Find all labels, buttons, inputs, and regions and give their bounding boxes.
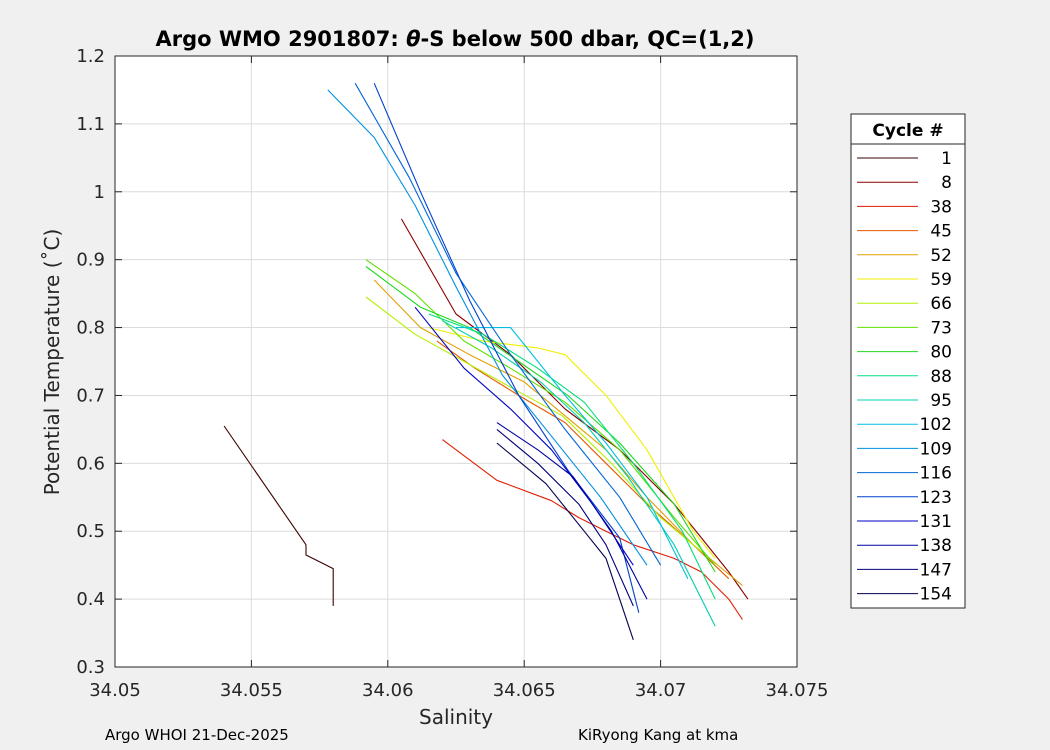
legend-entry-cycle-45: 45 (857, 222, 952, 242)
legend-label: 73 (930, 318, 952, 338)
legend-label: 88 (930, 367, 952, 387)
legend-label: 59 (930, 270, 952, 290)
legend-label: 116 (920, 464, 952, 484)
legend-entry-cycle-95: 95 (857, 391, 952, 411)
legend-items: 1 8 38 45 52 59 66 73 80 88 95 102 109 116 123 131 138 14… (857, 149, 952, 605)
y-tick-label: 1.2 (76, 46, 105, 67)
legend-entry-cycle-73: 73 (857, 318, 952, 338)
x-tick-label: 34.05 (89, 680, 141, 701)
footer-left: Argo WHOI 21-Dec-2025 (105, 726, 289, 744)
legend-label: 123 (920, 488, 952, 508)
legend-entry-cycle-1: 1 (857, 149, 952, 169)
x-axis-label: Salinity (419, 705, 493, 729)
legend-entry-cycle-154: 154 (857, 585, 952, 605)
legend-entry-cycle-109: 109 (857, 439, 952, 459)
plot-area (115, 56, 797, 667)
legend-entry-cycle-66: 66 (857, 294, 952, 314)
legend-entry-cycle-88: 88 (857, 367, 952, 387)
legend-label: 102 (920, 415, 952, 435)
y-tick-label: 0.3 (76, 657, 105, 678)
series-layer (223, 82, 749, 640)
y-tick-label: 1 (94, 182, 105, 203)
x-tick-label: 34.06 (362, 680, 414, 701)
legend-entry-cycle-8: 8 (857, 173, 952, 193)
x-tick-label: 34.075 (766, 680, 829, 701)
series-line-cycle-102 (456, 327, 689, 579)
legend-label: 8 (941, 173, 952, 193)
series-line-cycle-123 (373, 82, 640, 613)
legend-entry-cycle-38: 38 (857, 197, 952, 217)
legend-entry-cycle-59: 59 (857, 270, 952, 290)
legend-label: 45 (930, 222, 952, 242)
legend-label: 109 (920, 439, 952, 459)
y-axis-label: Potential Temperature (˚C) (40, 229, 64, 496)
series-line-cycle-52 (373, 279, 743, 586)
chart-title: Argo WMO 2901807: θ-S below 500 dbar, QC… (155, 27, 754, 51)
y-tick-label: 0.8 (76, 318, 105, 339)
legend-label: 95 (930, 391, 952, 411)
axis-ticks: 34.05 34.055 34.06 34.065 34.07 34.075 0.3 0.4 0… (76, 46, 828, 701)
plot-clip (223, 82, 749, 640)
series-line-cycle-59 (428, 327, 716, 559)
plot-frame (114, 55, 798, 668)
legend-entry-cycle-52: 52 (857, 246, 952, 266)
y-tick-label: 0.9 (76, 250, 105, 271)
series-line-cycle-73 (365, 259, 716, 566)
y-tick-label: 0.5 (76, 521, 105, 542)
legend-entry-cycle-123: 123 (857, 488, 952, 508)
legend-label: 138 (920, 536, 952, 556)
series-line-cycle-154 (496, 442, 634, 640)
legend-entry-cycle-80: 80 (857, 343, 952, 363)
legend-label: 147 (920, 560, 952, 580)
series-line-cycle-1 (223, 425, 334, 606)
legend-label: 66 (930, 294, 952, 314)
legend-box (850, 113, 966, 609)
legend-entry-cycle-131: 131 (857, 512, 952, 532)
series-line-cycle-116 (354, 82, 662, 566)
legend-label: 80 (930, 343, 952, 363)
legend-label: 52 (930, 246, 952, 266)
legend-label: 1 (941, 149, 952, 169)
x-tick-label: 34.065 (493, 680, 556, 701)
x-tick-label: 34.07 (635, 680, 687, 701)
legend-entry-cycle-147: 147 (857, 560, 952, 580)
legend: Cycle # 1 8 38 45 52 59 66 73 80 88 95 102 109 116 123… (850, 113, 966, 609)
x-tick-label: 34.055 (220, 680, 283, 701)
series-line-cycle-95 (442, 320, 716, 627)
legend-entry-cycle-138: 138 (857, 536, 952, 556)
legend-entry-cycle-102: 102 (857, 415, 952, 435)
legend-label: 131 (920, 512, 952, 532)
series-line-cycle-88 (428, 313, 716, 600)
legend-label: 154 (920, 585, 952, 605)
legend-title: Cycle # (872, 121, 943, 141)
series-line-cycle-147 (496, 428, 634, 607)
y-tick-label: 0.6 (76, 453, 105, 474)
y-tick-label: 1.1 (76, 114, 105, 135)
series-line-cycle-109 (327, 89, 648, 566)
legend-label: 38 (930, 197, 952, 217)
series-line-cycle-80 (365, 266, 716, 573)
y-tick-label: 0.4 (76, 589, 105, 610)
y-tick-label: 0.7 (76, 385, 105, 406)
series-line-cycle-138 (496, 422, 648, 600)
legend-entry-cycle-116: 116 (857, 464, 952, 484)
footer-right: KiRyong Kang at kma (578, 726, 738, 744)
